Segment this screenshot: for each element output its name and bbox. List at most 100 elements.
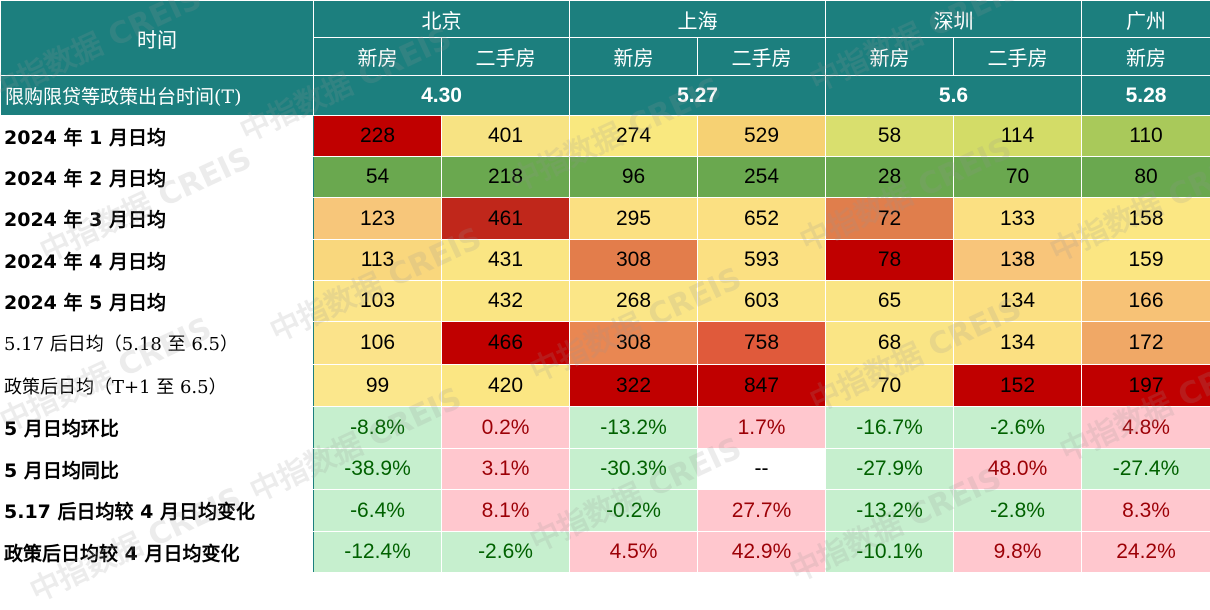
volume-cell: 96 [570,157,698,198]
city-header-shenzhen: 深圳 [826,1,1082,38]
change-cell: -16.7% [826,407,954,449]
volume-cell: 466 [442,322,570,365]
change-cell: -27.9% [826,449,954,490]
volume-cell: 54 [314,157,442,198]
change-cell: -13.2% [570,407,698,449]
volume-cell: 113 [314,240,442,281]
row-label: 5.17 后日均较 4 月日均变化 [1,490,314,532]
volume-cell: 99 [314,365,442,407]
volume-cell: 295 [570,198,698,240]
volume-cell: 110 [1082,116,1210,157]
volume-cell: 593 [698,240,826,281]
subheader-second-hand: 二手房 [442,38,570,76]
volume-cell: 401 [442,116,570,157]
volume-cell: 68 [826,322,954,365]
change-cell: 8.3% [1082,490,1210,532]
volume-cell: 80 [1082,157,1210,198]
volume-cell: 268 [570,281,698,322]
subheader-new-house: 新房 [570,38,698,76]
volume-cell: 603 [698,281,826,322]
volume-cell: 274 [570,116,698,157]
change-row: 5 月日均环比-8.8%0.2%-13.2%1.7%-16.7%-2.6%4.8… [1,407,1210,449]
change-cell: 0.2% [442,407,570,449]
change-cell: -0.2% [570,490,698,532]
volume-cell: 114 [954,116,1082,157]
change-cell: -2.6% [954,407,1082,449]
change-cell: -2.8% [954,490,1082,532]
volume-cell: 133 [954,198,1082,240]
policy-date-beijing: 4.30 [314,76,570,116]
change-cell: -8.8% [314,407,442,449]
housing-transaction-table: 时间 北京 上海 深圳 广州 新房 二手房 新房 二手房 新房 二手房 新房 限… [0,0,1210,573]
policy-date-guangzhou: 5.28 [1082,76,1210,116]
row-label: 2024 年 2 月日均 [1,157,314,198]
volume-cell: 158 [1082,198,1210,240]
volume-cell: 78 [826,240,954,281]
row-label: 2024 年 5 月日均 [1,281,314,322]
subheader-second-hand: 二手房 [698,38,826,76]
row-label: 政策后日均较 4 月日均变化 [1,532,314,573]
change-cell: 8.1% [442,490,570,532]
volume-cell: 529 [698,116,826,157]
change-cell: 4.5% [570,532,698,573]
volume-cell: 254 [698,157,826,198]
volume-cell: 431 [442,240,570,281]
volume-cell: 228 [314,116,442,157]
volume-cell: 123 [314,198,442,240]
city-header-shanghai: 上海 [570,1,826,38]
row-label: 5 月日均同比 [1,449,314,490]
volume-cell: 322 [570,365,698,407]
row-label: 5.17 后日均（5.18 至 6.5） [1,322,314,365]
change-row: 政策后日均较 4 月日均变化-12.4%-2.6%4.5%42.9%-10.1%… [1,532,1210,573]
change-cell: -13.2% [826,490,954,532]
subheader-new-house: 新房 [1082,38,1210,76]
volume-cell: 758 [698,322,826,365]
volume-cell: 172 [1082,322,1210,365]
volume-cell: 70 [954,157,1082,198]
volume-cell: 28 [826,157,954,198]
change-row: 5.17 后日均较 4 月日均变化-6.4%8.1%-0.2%27.7%-13.… [1,490,1210,532]
volume-cell: 461 [442,198,570,240]
subheader-new-house: 新房 [314,38,442,76]
volume-cell: 166 [1082,281,1210,322]
policy-date-shanghai: 5.27 [570,76,826,116]
row-label: 5 月日均环比 [1,407,314,449]
volume-cell: 218 [442,157,570,198]
change-cell: 4.8% [1082,407,1210,449]
change-cell: 3.1% [442,449,570,490]
row-label: 政策后日均（T+1 至 6.5） [1,365,314,407]
volume-cell: 308 [570,240,698,281]
policy-row-label: 限购限贷等政策出台时间(T) [1,76,314,116]
change-row: 5 月日均同比-38.9%3.1%-30.3%---27.9%48.0%-27.… [1,449,1210,490]
change-cell: -10.1% [826,532,954,573]
change-cell: -38.9% [314,449,442,490]
city-header-guangzhou: 广州 [1082,1,1210,38]
row-label: 2024 年 1 月日均 [1,116,314,157]
change-cell: 9.8% [954,532,1082,573]
volume-cell: 159 [1082,240,1210,281]
volume-cell: 152 [954,365,1082,407]
volume-cell: 58 [826,116,954,157]
change-cell: -27.4% [1082,449,1210,490]
change-cell: -12.4% [314,532,442,573]
volume-cell: 420 [442,365,570,407]
change-cell: -2.6% [442,532,570,573]
change-cell: 48.0% [954,449,1082,490]
volume-cell: 138 [954,240,1082,281]
row-label: 2024 年 4 月日均 [1,240,314,281]
volume-cell: 847 [698,365,826,407]
city-header-beijing: 北京 [314,1,570,38]
subheader-second-hand: 二手房 [954,38,1082,76]
volume-cell: 72 [826,198,954,240]
volume-cell: 134 [954,281,1082,322]
time-header: 时间 [1,1,314,76]
change-cell: 27.7% [698,490,826,532]
volume-cell: 65 [826,281,954,322]
subheader-new-house: 新房 [826,38,954,76]
